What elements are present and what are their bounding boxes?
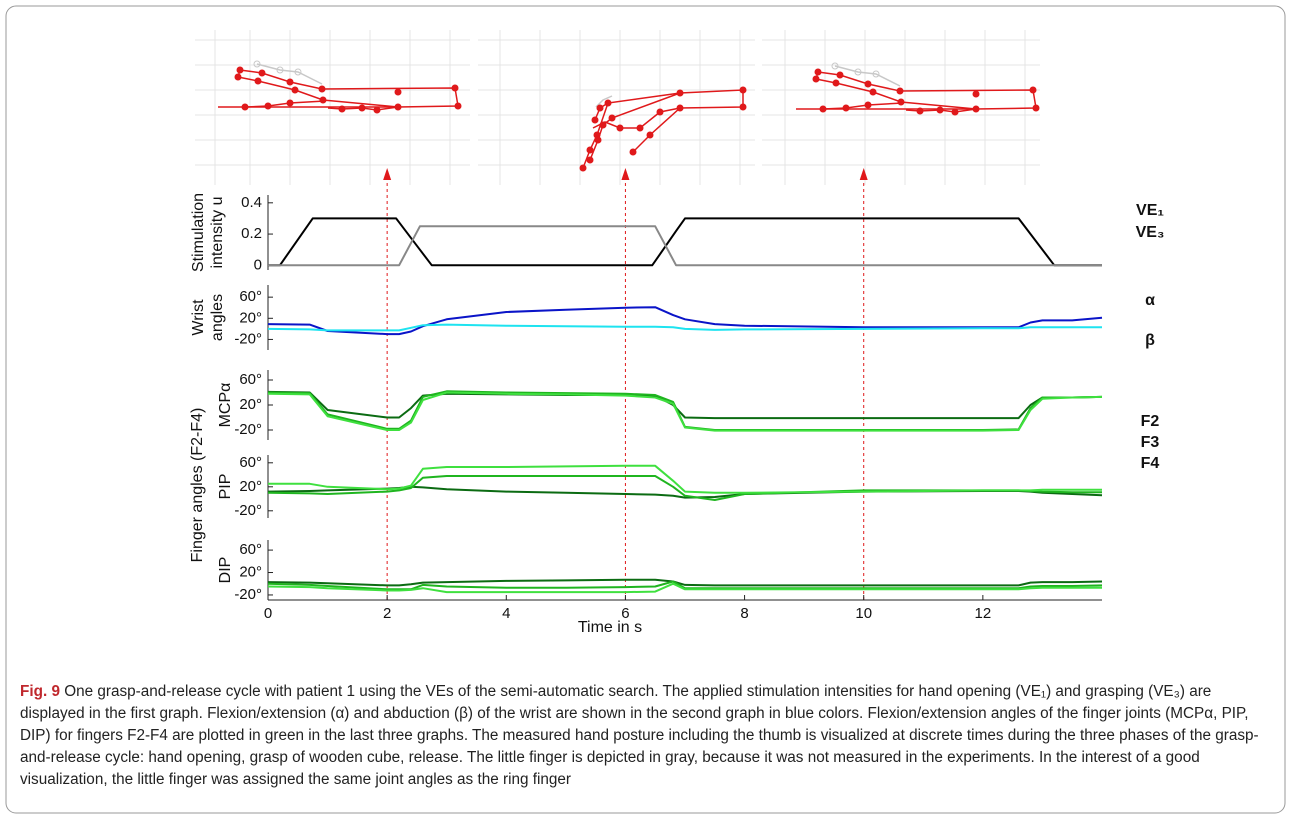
snapshot-arrowhead	[621, 168, 630, 180]
data-line	[268, 225, 1102, 267]
data-line	[267, 390, 1103, 431]
y-axis-label: angles	[209, 294, 226, 341]
figure-caption: Fig. 9 One grasp-and-release cycle with …	[20, 681, 1278, 791]
y-tick-label: 60°	[239, 371, 262, 388]
data-line	[268, 464, 1102, 494]
x-axis-label: Time in s	[578, 619, 642, 636]
y-axis-label: PIP	[217, 474, 234, 500]
y-axis-label: Wrist	[190, 299, 207, 336]
y-tick-label: 60°	[239, 288, 262, 305]
hand-open	[218, 60, 462, 114]
data-line	[267, 580, 1103, 591]
hand-renderings	[195, 30, 1041, 185]
x-tick-label: 8	[740, 605, 748, 622]
y-tick-label: 0	[254, 256, 262, 273]
snapshot-arrowhead	[383, 168, 392, 180]
y-tick-label: -20°	[234, 421, 262, 438]
y-tick-label: 20°	[239, 478, 262, 495]
data-line	[267, 578, 1103, 587]
data-line	[268, 217, 1102, 267]
data-line	[267, 582, 1102, 594]
x-tick-label: 4	[502, 605, 510, 622]
legend-label: α	[1145, 292, 1155, 309]
figure-frame	[5, 5, 1286, 814]
data-line	[267, 306, 1103, 336]
y-axis-label: MCPα	[217, 383, 234, 428]
legend-label: β	[1145, 332, 1155, 349]
y-tick-label: 20°	[239, 396, 262, 413]
y-tick-label: 60°	[239, 541, 262, 558]
data-line	[267, 391, 1103, 432]
legend-label: F2	[1141, 413, 1160, 430]
y-axis-label: DIP	[217, 557, 234, 584]
snapshot-markers	[383, 168, 868, 600]
x-tick-label: 10	[855, 605, 872, 622]
y-tick-label: -20°	[234, 502, 262, 519]
hand-grasp	[579, 86, 747, 172]
y-tick-label: -20°	[234, 586, 262, 603]
y-axis-label: intensity u	[209, 196, 226, 268]
finger-axis-label: Finger angles (F2-F4)	[189, 408, 206, 563]
caption-text: One grasp-and-release cycle with patient…	[20, 683, 1259, 788]
caption-label: Fig. 9	[20, 683, 60, 700]
x-tick-label: 12	[975, 605, 992, 622]
x-tick-label: 2	[383, 605, 391, 622]
y-axis-label: Stimulation	[190, 193, 207, 272]
data-line	[267, 323, 1102, 332]
x-tick-label: 6	[621, 605, 629, 622]
hand-release	[795, 62, 1041, 117]
snapshot-arrowhead	[859, 168, 868, 180]
y-tick-label: 60°	[239, 454, 262, 471]
legend-label: VE₃	[1136, 224, 1165, 241]
legend-label: F3	[1141, 434, 1160, 451]
x-tick-label: 0	[264, 605, 272, 622]
plots: 0 0.2 0.4 Stimulation intensity u VE₁ VE₃ -20° 2…	[189, 193, 1164, 636]
data-line	[267, 390, 1103, 420]
y-tick-label: -20°	[234, 330, 262, 347]
legend-label: VE₁	[1136, 202, 1164, 219]
y-tick-label: 0.4	[241, 194, 262, 211]
y-tick-label: 20°	[239, 563, 262, 580]
legend-label: F4	[1141, 455, 1160, 472]
y-tick-label: 0.2	[241, 225, 262, 242]
y-tick-label: 20°	[239, 309, 262, 326]
